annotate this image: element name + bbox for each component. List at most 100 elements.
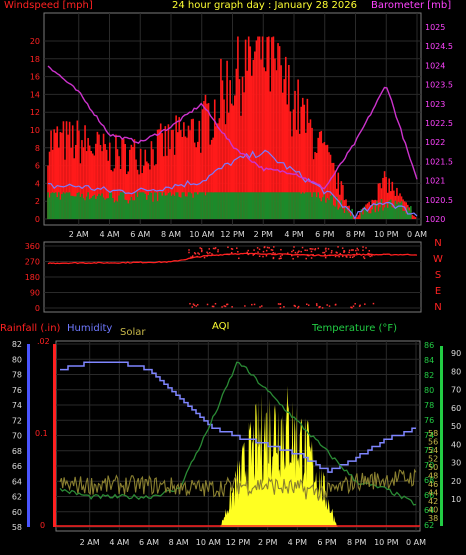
direction-point [247, 249, 250, 252]
direction-point [188, 249, 190, 251]
direction-point [191, 255, 194, 257]
direction-point [372, 302, 375, 305]
direction-point [279, 306, 282, 309]
direction-point [286, 252, 289, 254]
direction-point [247, 253, 250, 256]
direction-point [223, 305, 226, 307]
rain-axis-bar [53, 344, 56, 527]
direction-point [272, 257, 275, 260]
compass-label: E [435, 286, 441, 297]
direction-point [353, 255, 355, 257]
direction-point [356, 247, 358, 250]
aqi-line [59, 468, 417, 501]
humidity-axis-bar [27, 344, 30, 527]
direction-point [200, 250, 203, 253]
direction-point [368, 253, 370, 255]
direction-point [244, 305, 246, 307]
humidity-axis-tick: 60 [12, 508, 22, 517]
wind-x-tick: 4 PM [284, 230, 303, 239]
direction-point [262, 255, 264, 258]
direction-point [191, 306, 194, 308]
direction-point [350, 249, 353, 251]
direction-point [272, 252, 275, 254]
direction-point [224, 305, 227, 308]
bottom-x-tick: 8 PM [347, 538, 366, 547]
direction-point [355, 249, 357, 252]
direction-point [365, 247, 367, 249]
wind-x-tick: 8 PM [346, 230, 365, 239]
direction-point [261, 305, 263, 307]
direction-point [369, 255, 371, 258]
direction-point [306, 254, 309, 257]
direction-point [293, 246, 295, 248]
temperature-axis-tick: 64 [424, 506, 434, 515]
direction-point [211, 305, 214, 308]
direction-point [228, 253, 230, 256]
direction-point [334, 255, 337, 258]
direction-point [316, 304, 318, 307]
wind-y-tick: 12 [30, 108, 40, 117]
direction-point [355, 252, 358, 255]
temperature-axis-tick: 76 [424, 416, 434, 425]
humidity-axis-tick: 62 [12, 493, 22, 502]
barometer-tick: 1022.5 [425, 119, 453, 128]
humidity-right-tick: 80 [451, 367, 461, 376]
solar-axis-tick: 48 [428, 472, 438, 481]
direction-point [362, 249, 364, 252]
direction-point [297, 251, 299, 254]
direction-point [329, 254, 331, 257]
humidity-axis-tick: 58 [12, 523, 22, 532]
direction-point [273, 246, 275, 248]
direction-point [279, 255, 282, 257]
direction-point [272, 256, 275, 259]
direction-point [323, 251, 326, 254]
humidity-axis-tick: 74 [12, 401, 22, 410]
direction-point [277, 303, 280, 305]
direction-point [265, 249, 268, 252]
direction-point [301, 246, 304, 249]
direction-point [266, 246, 269, 249]
direction-point [368, 250, 371, 252]
wind-x-tick: 2 AM [69, 230, 89, 239]
humidity-right-tick: 20 [451, 477, 461, 486]
barometer-tick: 1021.5 [425, 157, 453, 166]
direction-point [279, 303, 281, 305]
direction-point [253, 249, 255, 251]
temperature-axis-title: Temperature (°F) [311, 323, 397, 334]
bottom-x-tick: 12 PM [226, 538, 251, 547]
direction-point [226, 303, 228, 306]
direction-point [212, 247, 215, 250]
direction-point [259, 306, 261, 308]
wind-y-tick: 14 [30, 90, 40, 99]
barometer-tick: 1023 [425, 100, 445, 109]
direction-point [327, 248, 330, 250]
compass-label: N [434, 302, 441, 313]
bottom-x-tick: 0 AM [406, 538, 426, 547]
humidity-axis-tick: 72 [12, 416, 22, 425]
temperature-axis-tick: 62 [424, 521, 434, 530]
direction-point [310, 250, 313, 253]
aqi-axis-title: AQI [212, 321, 230, 332]
rain-axis-tick: 0 [40, 521, 45, 530]
direction-point [335, 251, 338, 254]
direction-point [258, 248, 261, 251]
direction-point [291, 250, 293, 253]
bottom-x-tick: 2 AM [80, 538, 100, 547]
direction-point [325, 250, 327, 252]
compass-label: W [433, 254, 443, 265]
solar-axis-tick: 46 [428, 480, 438, 489]
direction-point [312, 248, 314, 250]
wind-x-tick: 8 AM [161, 230, 181, 239]
direction-point [352, 305, 355, 307]
bottom-x-tick: 10 AM [196, 538, 221, 547]
direction-point [265, 254, 268, 257]
bottom-x-tick: 2 PM [258, 538, 277, 547]
direction-point [214, 302, 217, 305]
direction-point [341, 255, 344, 258]
direction-point [331, 250, 333, 252]
wind-y-tick: 20 [30, 37, 40, 46]
direction-point [351, 307, 353, 309]
direction-point [297, 255, 299, 258]
direction-point [314, 248, 316, 251]
